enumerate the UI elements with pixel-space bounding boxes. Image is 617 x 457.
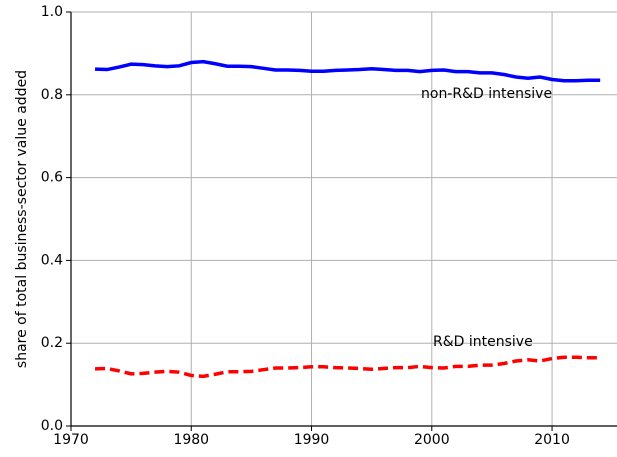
x-tick-label: 2000	[414, 432, 450, 448]
y-tick-label: 0.2	[41, 335, 63, 351]
y-tick-label: 0.8	[41, 87, 63, 103]
y-tick-label: 0.4	[41, 252, 63, 268]
y-tick-label: 0.6	[41, 170, 63, 186]
y-tick-label: 0.0	[41, 418, 63, 434]
series-label: R&D intensive	[433, 334, 533, 350]
y-tick-label: 1.0	[41, 4, 63, 20]
x-tick-label: 1970	[53, 432, 89, 448]
line-series	[94, 355, 601, 379]
x-tick-label: 1990	[294, 432, 330, 448]
x-tick-label: 2010	[534, 432, 570, 448]
x-tick-label: 1980	[173, 432, 209, 448]
y-axis-label: share of total business-sector value add…	[14, 70, 30, 368]
series-label: non-R&D intensive	[421, 86, 552, 102]
line-series	[94, 59, 601, 83]
